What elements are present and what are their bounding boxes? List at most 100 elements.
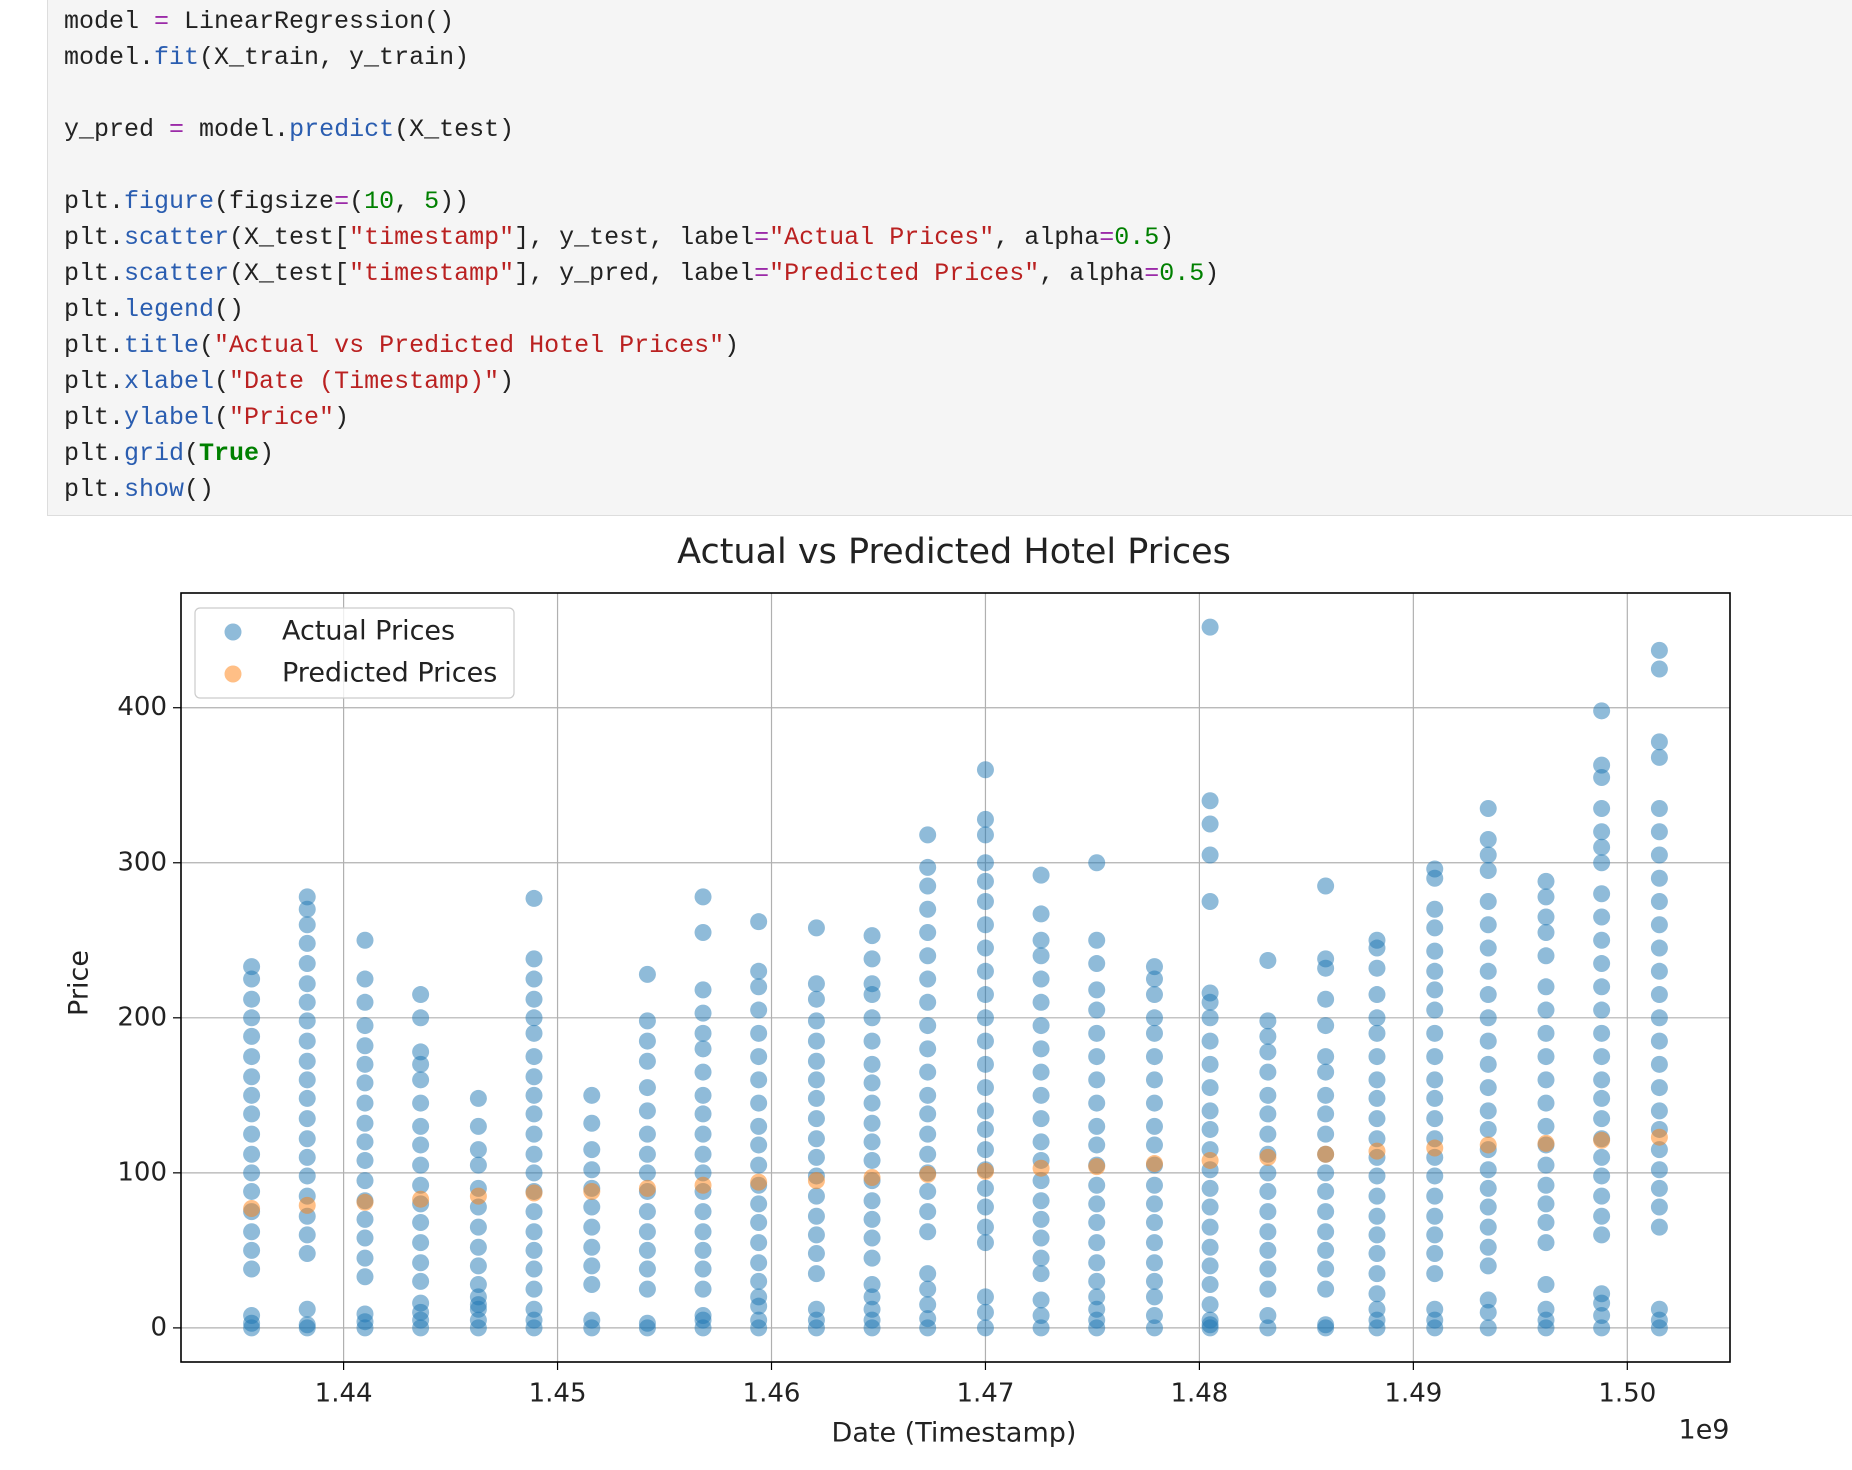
point [1479, 1179, 1497, 1197]
point [1426, 1244, 1444, 1262]
code-line: plt.title("Actual vs Predicted Hotel Pri… [64, 328, 1219, 364]
point [356, 1133, 374, 1151]
point [1650, 1179, 1668, 1197]
point [298, 1300, 316, 1318]
point [976, 1102, 994, 1120]
point [1368, 1265, 1386, 1283]
point [1593, 1048, 1611, 1066]
point [243, 1048, 261, 1066]
point [298, 1196, 316, 1214]
point [243, 1125, 261, 1143]
point [469, 1296, 487, 1314]
point [807, 1300, 825, 1318]
point [919, 877, 937, 895]
code-token: (X_test) [394, 115, 515, 144]
point [919, 1280, 937, 1298]
point [1479, 1161, 1497, 1179]
code-token: plt. [64, 367, 125, 396]
point [1426, 860, 1444, 878]
point [1537, 1156, 1555, 1174]
point [807, 1110, 825, 1128]
point [1650, 962, 1668, 980]
point [1650, 893, 1668, 911]
point [356, 993, 374, 1011]
point [1201, 1296, 1219, 1314]
point [1650, 660, 1668, 678]
point [919, 1165, 937, 1183]
code-token: model. [184, 115, 290, 144]
point [919, 1086, 937, 1104]
point [1032, 1249, 1050, 1267]
point [1593, 1024, 1611, 1042]
point [1201, 1179, 1219, 1197]
point [863, 1288, 881, 1306]
code-token: True [199, 439, 260, 468]
x-tick-label: 1.48 [1170, 1379, 1228, 1409]
legend-box [194, 607, 515, 699]
point [1088, 1071, 1106, 1089]
point [525, 1145, 543, 1163]
point [1593, 1131, 1611, 1149]
point [750, 1213, 768, 1231]
code-token: () [214, 295, 245, 324]
point [1145, 1254, 1163, 1272]
point [1537, 1001, 1555, 1019]
point [1368, 1089, 1386, 1107]
point [694, 1125, 712, 1143]
axes-frame [180, 592, 1731, 1363]
point [469, 1141, 487, 1159]
point [750, 978, 768, 996]
point [1317, 950, 1335, 968]
code-token: plt. [64, 331, 125, 360]
point [412, 1071, 430, 1089]
point [525, 1260, 543, 1278]
point [1537, 924, 1555, 942]
point [807, 1071, 825, 1089]
point [1032, 993, 1050, 1011]
point [919, 1203, 937, 1221]
point [976, 1234, 994, 1252]
point [1259, 1319, 1277, 1337]
point [1145, 1136, 1163, 1154]
point [356, 1193, 374, 1211]
point [1088, 1094, 1106, 1112]
point [1368, 1142, 1386, 1160]
point [919, 826, 937, 844]
point [243, 958, 261, 976]
point [750, 1195, 768, 1213]
code-token: ( [184, 439, 200, 468]
code-line: plt.ylabel("Price") [64, 400, 1219, 436]
point [583, 1311, 601, 1329]
point [1317, 1223, 1335, 1241]
point [298, 934, 316, 952]
point [243, 1027, 261, 1045]
point [1650, 1218, 1668, 1236]
point [1650, 1198, 1668, 1216]
code-token: y_pred [64, 115, 170, 144]
point [1259, 1164, 1277, 1182]
point [919, 924, 937, 942]
code-token: = [754, 259, 770, 288]
point [1145, 1155, 1163, 1173]
y-tick-label: 0 [150, 1312, 167, 1342]
point [1259, 1086, 1277, 1104]
point [1259, 1125, 1277, 1143]
code-line: plt.scatter(X_test["timestamp"], y_test,… [64, 220, 1219, 256]
point [750, 1071, 768, 1089]
point [1537, 1048, 1555, 1066]
point [1201, 1151, 1219, 1169]
point [1650, 1141, 1668, 1159]
code-token: ) [334, 403, 350, 432]
point [1593, 1148, 1611, 1166]
point [1537, 947, 1555, 965]
point [1145, 1213, 1163, 1231]
point [1088, 1176, 1106, 1194]
point [412, 1176, 430, 1194]
point [976, 1009, 994, 1027]
point [750, 1048, 768, 1066]
point [356, 1094, 374, 1112]
point [1032, 970, 1050, 988]
code-line: plt.xlabel("Date (Timestamp)") [64, 364, 1219, 400]
point [298, 1148, 316, 1166]
point [807, 1130, 825, 1148]
